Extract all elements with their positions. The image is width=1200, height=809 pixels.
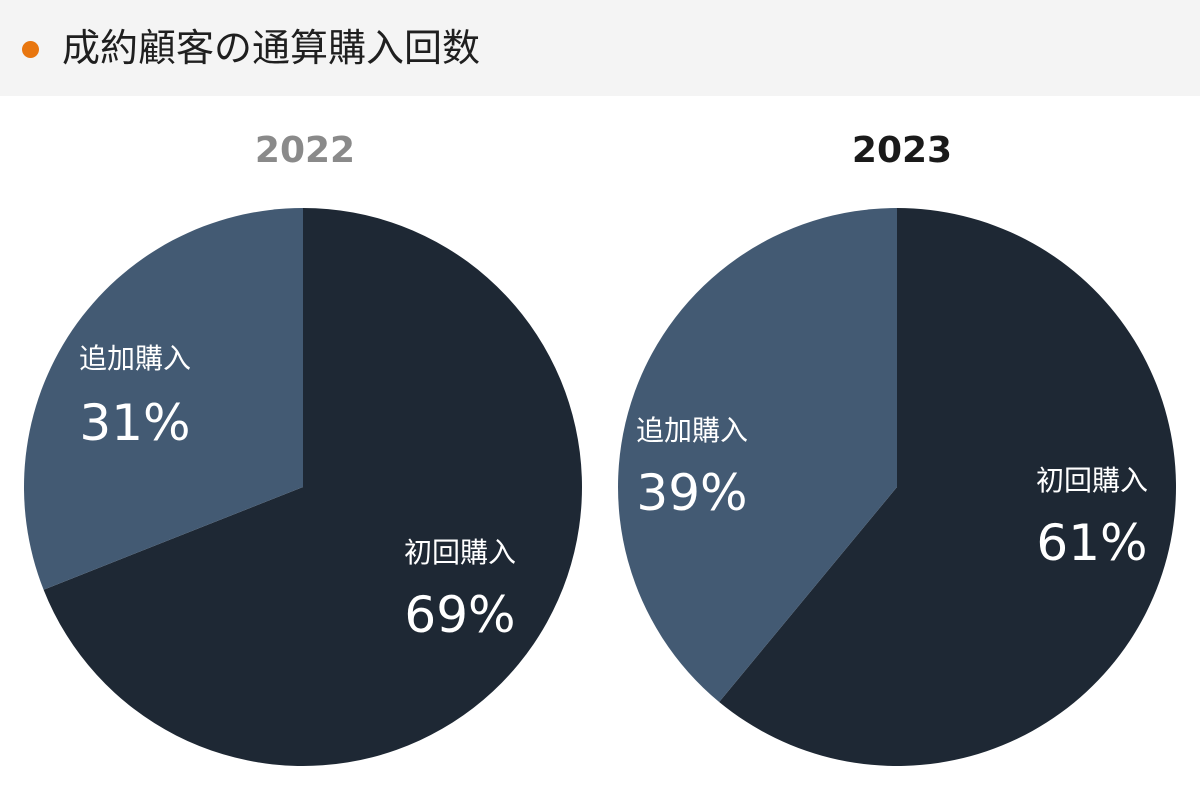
pie-2022: 追加購入 31% 初回購入 69% [23,208,582,766]
page-title: 成約顧客の通算購入回数 [62,26,481,70]
pie-2023-label-first-purchase: 初回購入 [1036,464,1148,497]
pie-2023-slice-additional-purchase [618,208,897,702]
pie-title-2022: 2022 [254,130,356,171]
pie-2023-value-additional-purchase: 39% [636,464,747,522]
pie-2022-slice-additional-purchase [23,208,304,590]
bullet-dot-icon [22,41,39,58]
pie-2022-value-additional-purchase: 31% [79,394,190,452]
pie-2022-slice-first-purchase [43,208,582,766]
pie-title-2023: 2023 [851,130,953,171]
pie-2023: 追加購入 39% 初回購入 61% [618,208,1177,766]
pie-2023-slice-first-purchase [719,208,1177,766]
pie-2022-label-additional-purchase: 追加購入 [79,342,191,375]
pie-2022-label-first-purchase: 初回購入 [404,536,516,569]
pie-2023-value-first-purchase: 61% [1036,514,1147,572]
pie-2022-value-first-purchase: 69% [404,586,515,644]
header-bar: 成約顧客の通算購入回数 [0,0,1200,96]
pie-2023-label-additional-purchase: 追加購入 [636,414,748,447]
